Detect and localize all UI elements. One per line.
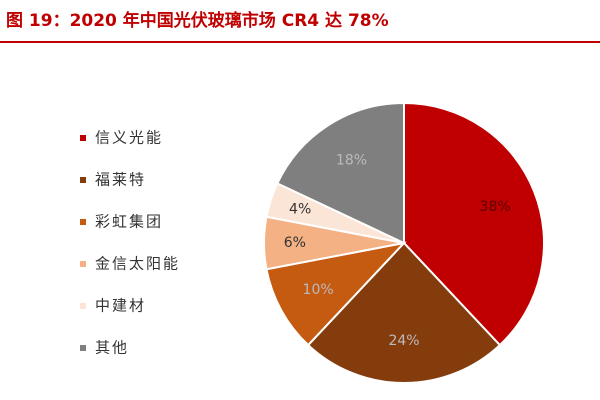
legend-label: 彩虹集团 bbox=[95, 213, 163, 231]
pie-slice bbox=[265, 241, 407, 347]
legend-label: 信义光能 bbox=[95, 129, 163, 147]
legend-swatch bbox=[80, 135, 86, 141]
legend-swatch bbox=[80, 177, 86, 183]
legend-label: 金信太阳能 bbox=[95, 255, 180, 273]
data-label: 6% bbox=[284, 235, 306, 251]
data-label: 38% bbox=[480, 199, 511, 215]
data-label: 18% bbox=[336, 152, 367, 168]
legend-swatch bbox=[80, 345, 86, 351]
chart-title: 图 19：2020 年中国光伏玻璃市场 CR4 达 78% bbox=[6, 10, 389, 31]
pie-slice bbox=[275, 101, 405, 245]
legend-swatch bbox=[80, 219, 86, 225]
pie-slice bbox=[403, 101, 545, 347]
data-label: 10% bbox=[303, 282, 334, 298]
legend-swatch bbox=[80, 261, 86, 267]
legend-label: 中建材 bbox=[95, 297, 146, 315]
legend-label: 其他 bbox=[95, 339, 129, 357]
data-label: 4% bbox=[289, 201, 311, 217]
data-label: 24% bbox=[388, 333, 419, 349]
legend-swatch bbox=[80, 303, 86, 309]
pie-slice bbox=[306, 241, 502, 385]
legend-label: 福莱特 bbox=[95, 171, 146, 189]
